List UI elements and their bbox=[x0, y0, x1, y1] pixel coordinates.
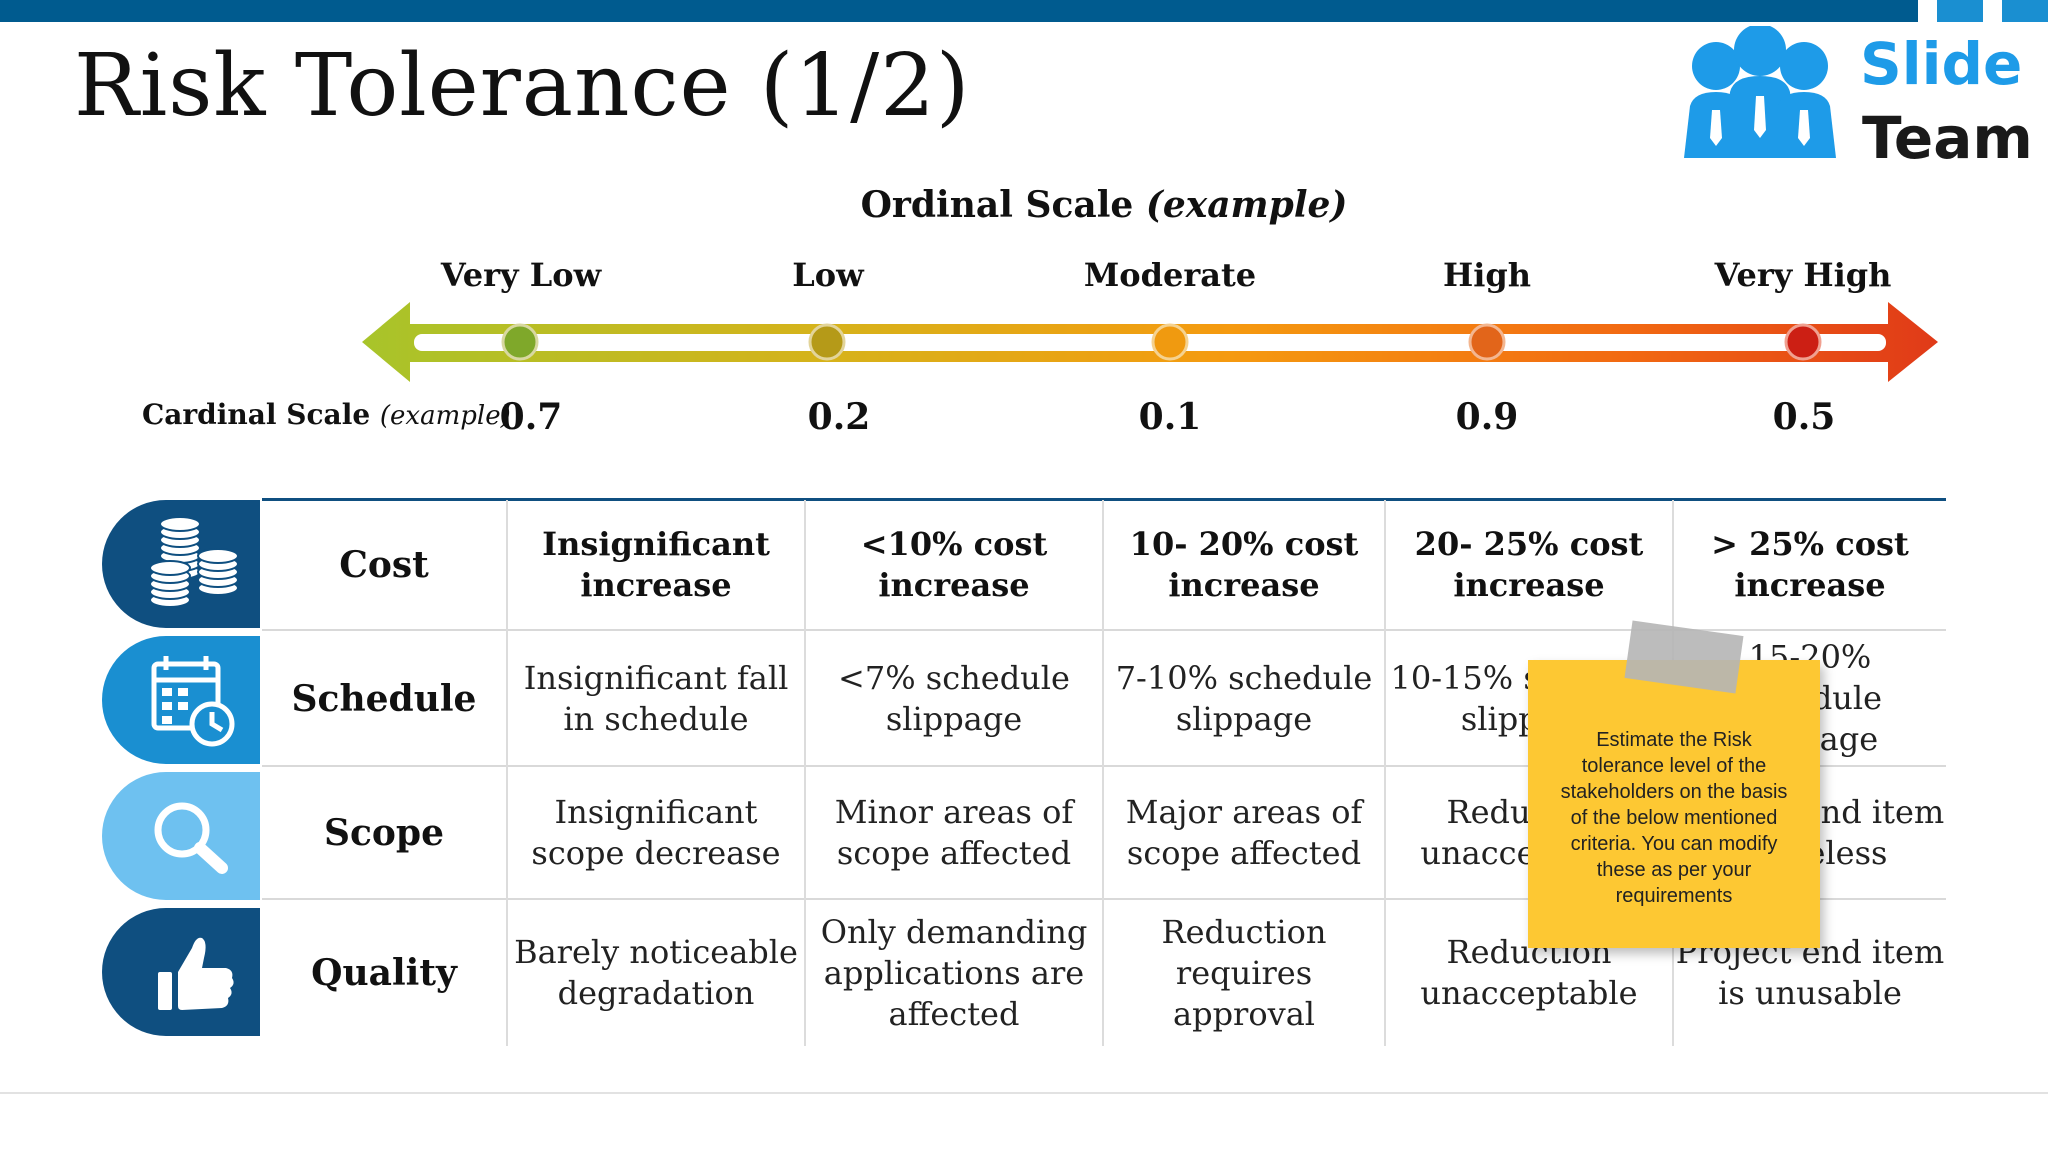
cardinal-value: 0.2 bbox=[807, 396, 871, 438]
scale-marker-low bbox=[808, 323, 846, 361]
magnifier-icon bbox=[154, 802, 228, 874]
column-divider bbox=[1102, 500, 1104, 1046]
scope-tab bbox=[102, 772, 260, 900]
table-cell: > 25% cost increase bbox=[1711, 525, 1909, 604]
cardinal-value: 0.7 bbox=[499, 396, 563, 438]
column-divider bbox=[506, 500, 508, 1046]
scale-marker-moderate bbox=[1151, 323, 1189, 361]
category-quality: Quality bbox=[311, 952, 457, 994]
row-divider bbox=[262, 765, 1946, 767]
scale-label-moderate: Moderate bbox=[1083, 256, 1257, 294]
table-cell: 7-10% schedule slippage bbox=[1115, 658, 1373, 738]
scale-label-high: High bbox=[1442, 256, 1532, 294]
table-cell: Insignificant scope decrease bbox=[531, 793, 781, 872]
category-cost: Cost bbox=[339, 544, 429, 586]
table-cell: Barely noticeable degradation bbox=[514, 933, 798, 1012]
top-accent-square bbox=[1937, 0, 1983, 22]
ordinal-scale-heading: Ordinal Scale (example) bbox=[0, 184, 2048, 226]
cardinal-value: 0.1 bbox=[1138, 396, 1202, 438]
table-top-rule bbox=[262, 498, 1946, 501]
table-cell: 20- 25% cost increase bbox=[1414, 525, 1644, 604]
sticky-note[interactable]: Estimate the Risk tolerance level of the… bbox=[1528, 660, 1820, 948]
ordinal-heading-italic: (example) bbox=[1145, 184, 1348, 226]
table-cell: Minor areas of scope affected bbox=[834, 793, 1074, 872]
scale-label-very-low: Very Low bbox=[440, 256, 602, 294]
row-divider bbox=[262, 898, 1946, 900]
cardinal-scale-label: Cardinal Scale (example) bbox=[142, 398, 511, 431]
top-accent-square bbox=[2002, 0, 2048, 22]
calendar-clock-icon bbox=[151, 656, 235, 747]
cardinal-value: 0.5 bbox=[1772, 396, 1836, 438]
category-schedule: Schedule bbox=[291, 677, 477, 720]
cardinal-label-italic: (example) bbox=[379, 401, 511, 431]
logo-text-team: Team bbox=[1862, 104, 2033, 172]
cardinal-value: 0.9 bbox=[1455, 396, 1519, 438]
logo-text-slide: Slide bbox=[1860, 30, 2023, 98]
row-divider bbox=[262, 629, 1946, 631]
quality-tab bbox=[102, 908, 260, 1036]
column-divider bbox=[804, 500, 806, 1046]
column-divider bbox=[1384, 500, 1386, 1046]
table-cell: Insignificant fall in schedule bbox=[523, 658, 789, 738]
table-cell: <10% cost increase bbox=[860, 525, 1048, 604]
scale-label-low: Low bbox=[792, 256, 864, 294]
table-cell: Only demanding applications are affected bbox=[820, 912, 1088, 1033]
slideteam-logo-icon bbox=[1684, 26, 1836, 158]
cardinal-label-main: Cardinal Scale bbox=[142, 398, 371, 431]
category-scope: Scope bbox=[323, 812, 444, 854]
ordinal-scale-arrow bbox=[362, 302, 1938, 382]
scale-marker-very-high bbox=[1784, 323, 1822, 361]
thumbs-up-icon bbox=[158, 937, 234, 1010]
cost-tab bbox=[102, 500, 260, 628]
top-accent-bar bbox=[0, 0, 1918, 22]
table-cell: <7% schedule slippage bbox=[838, 658, 1070, 738]
table-cell: Reduction requires approval bbox=[1161, 912, 1327, 1033]
coins-icon bbox=[149, 516, 239, 608]
table-cell: Major areas of scope affected bbox=[1125, 793, 1363, 872]
scale-marker-high bbox=[1468, 323, 1506, 361]
table-cell: 10- 20% cost increase bbox=[1129, 525, 1359, 604]
schedule-tab bbox=[102, 636, 260, 764]
ordinal-heading-main: Ordinal Scale bbox=[860, 184, 1134, 226]
table-cell: Insignificant increase bbox=[542, 525, 770, 604]
scale-marker-very-low bbox=[501, 323, 539, 361]
footer-divider bbox=[0, 1092, 2048, 1094]
scale-label-very-high: Very High bbox=[1714, 256, 1892, 294]
page-title: Risk Tolerance (1/2) bbox=[74, 36, 971, 136]
